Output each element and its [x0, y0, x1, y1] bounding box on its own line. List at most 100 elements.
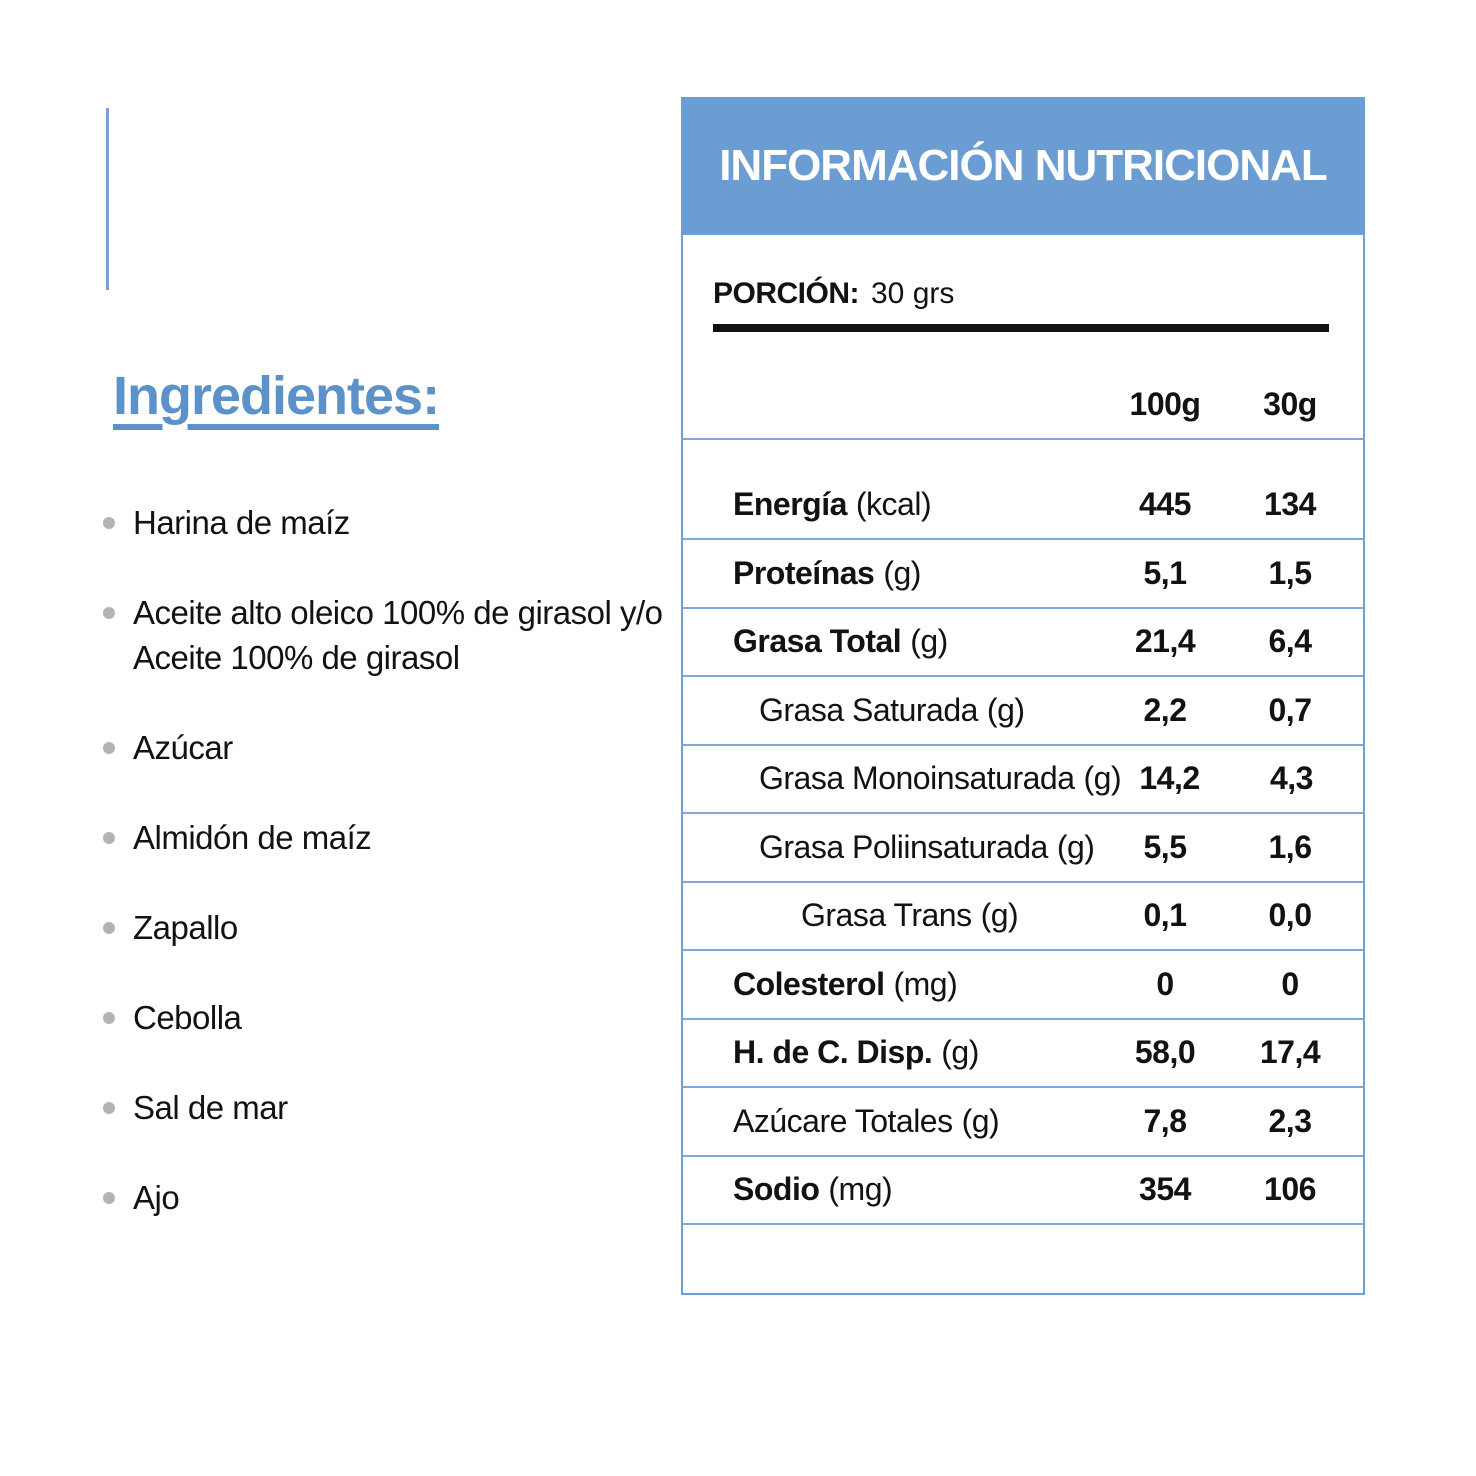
nutrient-name: Energía [733, 485, 847, 522]
bullet-icon [103, 832, 115, 844]
value-per-30g: 2,3 [1268, 1102, 1312, 1139]
nutrient-label: Colesterol (mg) [733, 966, 1115, 1003]
nutrition-row: Grasa Poliinsaturada (g) 5,5 1,6 [683, 814, 1363, 883]
value-per-30g: 4,3 [1269, 760, 1313, 797]
nutrition-row: Azúcare Totales (g) 7,8 2,3 [683, 1088, 1363, 1157]
ingredient-item: Azúcar [103, 725, 663, 770]
bullet-icon [103, 1012, 115, 1024]
portion-divider-rule [713, 324, 1329, 332]
value-per-100g: 5,5 [1143, 828, 1187, 865]
value-per-30g: 0,7 [1268, 691, 1312, 728]
bullet-icon [103, 1102, 115, 1114]
ingredient-text: Cebolla [133, 999, 242, 1036]
value-per-100g: 354 [1139, 1171, 1191, 1208]
nutrition-title: INFORMACIÓN NUTRICIONAL [719, 141, 1328, 190]
ingredient-item: Cebolla [103, 995, 663, 1040]
nutrient-label: Azúcare Totales (g) [733, 1103, 1115, 1140]
value-per-100g: 58,0 [1134, 1034, 1196, 1071]
nutrient-name: Grasa Saturada [759, 691, 978, 728]
portion-label: PORCIÓN: [713, 277, 860, 310]
nutrient-name: Colesterol [733, 965, 885, 1002]
column-header-row: 100g 30g [683, 332, 1363, 440]
value-per-30g: 1,6 [1268, 828, 1312, 865]
nutrient-unit: (g) [941, 1034, 979, 1071]
nutrient-label: Grasa Trans (g) [733, 897, 1115, 934]
value-per-100g: 21,4 [1134, 623, 1196, 660]
nutrient-label: Energía (kcal) [733, 486, 1115, 523]
nutrient-unit: (g) [1056, 828, 1095, 865]
value-per-30g: 0 [1281, 965, 1299, 1002]
nutrient-label: Grasa Total (g) [733, 623, 1115, 660]
ingredient-item: Ajo [103, 1175, 663, 1220]
nutrient-name: H. de C. Disp. [733, 1034, 933, 1071]
ingredient-item: Almidón de maíz [103, 815, 663, 860]
nutrition-facts-panel: INFORMACIÓN NUTRICIONAL PORCIÓN: 30 grs … [681, 97, 1365, 1295]
ingredients-list: Harina de maíz Aceite alto oleico 100% de… [103, 500, 663, 1265]
bullet-icon [103, 517, 115, 529]
nutrient-unit: (g) [986, 691, 1025, 728]
ingredient-text: Zapallo [133, 909, 238, 946]
nutrient-label: Grasa Monoinsaturada (g) [733, 760, 1122, 797]
value-per-100g: 2,2 [1143, 691, 1187, 728]
nutrient-label: Grasa Poliinsaturada (g) [733, 829, 1115, 866]
bullet-icon [103, 1192, 115, 1204]
ingredient-item: Sal de mar [103, 1085, 663, 1130]
nutrition-row: Sodio (mg) 354 106 [683, 1157, 1363, 1225]
nutrition-row: Grasa Total (g) 21,4 6,4 [683, 609, 1363, 677]
nutrition-row: Energía (kcal) 445 134 [683, 440, 1363, 540]
value-per-100g: 7,8 [1143, 1102, 1187, 1139]
nutrition-row: Grasa Trans (g) 0,1 0,0 [683, 883, 1363, 951]
nutrient-unit: (mg) [893, 965, 958, 1002]
value-per-30g: 134 [1264, 485, 1316, 522]
nutrient-unit: (kcal) [855, 485, 932, 522]
nutrient-unit: (g) [883, 554, 921, 591]
column-header-30g: 30g [1263, 385, 1317, 422]
nutrient-name: Grasa Poliinsaturada [759, 828, 1048, 865]
nutrient-name: Grasa Trans [801, 897, 972, 934]
value-per-100g: 445 [1139, 485, 1191, 522]
portion-row: PORCIÓN: 30 grs [713, 273, 1329, 315]
value-per-30g: 17,4 [1259, 1034, 1321, 1071]
nutrient-name: Grasa Monoinsaturada [759, 760, 1075, 797]
nutrient-name: Sodio [733, 1171, 820, 1208]
value-per-100g: 14,2 [1139, 760, 1200, 797]
value-per-30g: 106 [1264, 1171, 1316, 1208]
ingredient-text: Ajo [133, 1179, 180, 1216]
nutrition-row: Grasa Monoinsaturada (g) 14,2 4,3 [683, 746, 1363, 814]
nutrition-row: Proteínas (g) 5,1 1,5 [683, 540, 1363, 609]
bullet-icon [103, 922, 115, 934]
bullet-icon [103, 607, 115, 619]
nutrient-name: Proteínas [733, 554, 875, 591]
ingredient-text: Sal de mar [133, 1089, 288, 1126]
ingredient-item: Aceite alto oleico 100% de girasol y/o A… [103, 590, 663, 680]
nutrient-label: Proteínas (g) [733, 555, 1115, 592]
value-per-30g: 0,0 [1268, 897, 1312, 934]
bullet-icon [103, 742, 115, 754]
portion-value: 30 grs [871, 277, 955, 310]
nutrition-row: H. de C. Disp. (g) 58,0 17,4 [683, 1020, 1363, 1088]
nutrient-label: Grasa Saturada (g) [733, 692, 1115, 729]
value-per-30g: 6,4 [1268, 623, 1312, 660]
value-per-100g: 0 [1156, 965, 1174, 1002]
nutrition-header: INFORMACIÓN NUTRICIONAL [681, 97, 1365, 235]
value-per-30g: 1,5 [1268, 554, 1312, 591]
decorative-vertical-line [106, 108, 109, 290]
ingredient-text: Harina de maíz [133, 504, 350, 541]
nutrient-label: Sodio (mg) [733, 1171, 1115, 1208]
nutrition-row: Colesterol (mg) 0 0 [683, 951, 1363, 1020]
value-per-100g: 0,1 [1143, 897, 1187, 934]
nutrition-rows: Energía (kcal) 445 134 Proteínas (g) 5,1 1,5 Gra… [683, 440, 1363, 1225]
ingredients-title: Ingredientes: [113, 366, 440, 426]
nutrient-name: Grasa Total [733, 623, 902, 660]
nutrient-name: Azúcare Totales [733, 1102, 953, 1139]
nutrition-row: Grasa Saturada (g) 2,2 0,7 [683, 677, 1363, 746]
nutrient-unit: (g) [980, 897, 1019, 934]
ingredient-item: Harina de maíz [103, 500, 663, 545]
ingredient-text: Aceite alto oleico 100% de girasol y/o A… [133, 594, 663, 676]
ingredient-item: Zapallo [103, 905, 663, 950]
ingredient-text: Almidón de maíz [133, 819, 372, 856]
ingredient-text: Azúcar [133, 729, 233, 766]
nutrient-unit: (g) [910, 623, 948, 660]
nutrient-unit: (mg) [828, 1171, 893, 1208]
